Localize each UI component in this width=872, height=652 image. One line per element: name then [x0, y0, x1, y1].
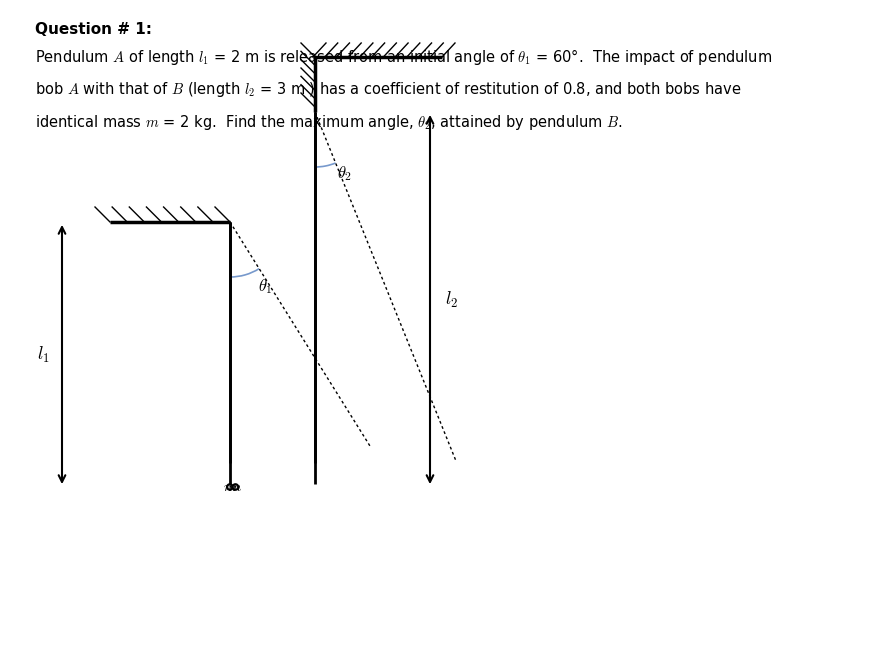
Text: $l_2$: $l_2$ — [445, 289, 458, 310]
Text: Pendulum $A$ of length $l_1$ = 2 m is released from an initial angle of $\theta_: Pendulum $A$ of length $l_1$ = 2 m is re… — [35, 47, 773, 67]
Text: $m$: $m$ — [228, 480, 242, 494]
Text: identical mass $m$ = 2 kg.  Find the maximum angle, $\theta_2$, attained by pend: identical mass $m$ = 2 kg. Find the maxi… — [35, 113, 623, 132]
Text: $\theta_1$: $\theta_1$ — [258, 277, 273, 296]
Circle shape — [233, 484, 238, 490]
Circle shape — [227, 484, 233, 490]
Text: Question # 1:: Question # 1: — [35, 22, 152, 37]
Text: bob $A$ with that of $B$ (length $l_2$ = 3 m ) has a coefficient of restitution : bob $A$ with that of $B$ (length $l_2$ =… — [35, 80, 741, 99]
Text: $m$: $m$ — [223, 480, 237, 494]
Text: $l_1$: $l_1$ — [37, 344, 50, 364]
Text: $\theta_2$: $\theta_2$ — [337, 164, 352, 183]
